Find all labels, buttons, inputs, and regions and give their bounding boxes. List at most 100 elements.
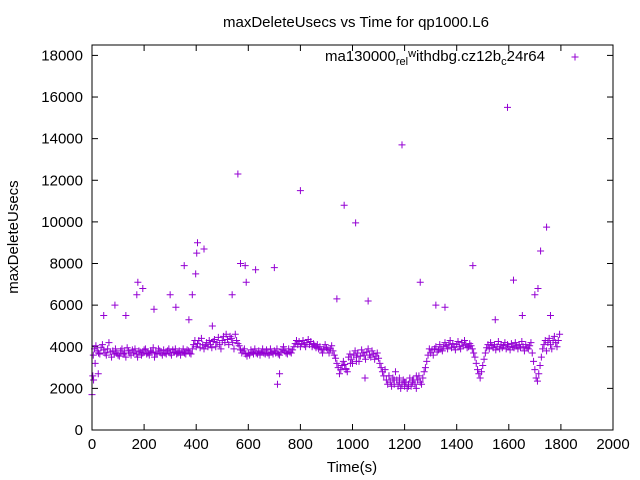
data-point xyxy=(240,345,248,353)
data-point xyxy=(273,380,281,388)
legend: ma130000relwithdbg.cz12bc24r64 xyxy=(325,48,579,68)
data-point xyxy=(438,347,446,355)
data-point xyxy=(134,278,142,286)
data-point xyxy=(368,347,376,355)
y-tick-label: 4000 xyxy=(50,339,83,356)
data-point xyxy=(391,368,399,376)
data-point xyxy=(554,337,562,345)
legend-label-base: ma130000 xyxy=(325,48,396,65)
data-point xyxy=(454,338,462,346)
data-point xyxy=(474,366,482,374)
data-point xyxy=(556,330,564,338)
data-point xyxy=(212,343,220,351)
data-point xyxy=(441,303,449,311)
y-tick-label: 6000 xyxy=(50,297,83,314)
data-point xyxy=(536,361,544,369)
data-point xyxy=(335,370,343,378)
data-point xyxy=(408,376,416,384)
data-point xyxy=(429,351,437,359)
data-point xyxy=(165,345,173,353)
y-tick-label: 8000 xyxy=(50,256,83,273)
data-point xyxy=(241,262,249,270)
data-point xyxy=(518,338,526,346)
data-point xyxy=(463,344,471,352)
data-point xyxy=(539,345,547,353)
data-point xyxy=(386,378,394,386)
data-point xyxy=(522,341,530,349)
data-point xyxy=(139,284,147,292)
data-point xyxy=(177,351,185,359)
data-point xyxy=(172,303,180,311)
data-point xyxy=(205,337,213,345)
data-point xyxy=(532,374,540,382)
data-point xyxy=(509,276,517,284)
data-point xyxy=(377,364,385,372)
data-point xyxy=(546,341,554,349)
data-point xyxy=(299,337,307,345)
data-point xyxy=(162,350,170,358)
data-point xyxy=(111,345,119,353)
data-point xyxy=(412,384,420,392)
data-point xyxy=(256,351,264,359)
data-point xyxy=(491,316,499,324)
data-point xyxy=(527,339,535,347)
x-tick-label: 1400 xyxy=(440,436,473,453)
data-point xyxy=(468,345,476,353)
data-point xyxy=(252,266,260,274)
data-point xyxy=(96,350,104,358)
data-point xyxy=(194,340,202,348)
data-point xyxy=(270,264,278,272)
data-point xyxy=(480,355,488,363)
data-point xyxy=(285,345,293,353)
data-point xyxy=(528,349,536,357)
data-point xyxy=(115,352,123,360)
data-point xyxy=(477,368,485,376)
x-tick-label: 0 xyxy=(88,436,96,453)
y-tick-label: 2000 xyxy=(50,380,83,397)
data-point xyxy=(180,262,188,270)
data-point xyxy=(105,339,113,347)
plot-frame xyxy=(91,44,614,431)
data-point xyxy=(230,345,238,353)
data-point xyxy=(216,341,224,349)
data-point xyxy=(325,349,333,357)
data-point xyxy=(534,284,542,292)
data-point xyxy=(411,380,419,388)
data-point xyxy=(518,312,526,320)
data-point xyxy=(362,355,370,363)
y-tick-label: 18000 xyxy=(41,47,83,64)
data-point xyxy=(100,312,108,320)
data-point xyxy=(405,382,413,390)
data-point xyxy=(537,247,545,255)
data-point xyxy=(328,342,336,350)
data-point xyxy=(553,343,561,351)
x-axis-label: Time(s) xyxy=(327,459,377,476)
data-point xyxy=(507,340,515,348)
data-point xyxy=(123,344,131,352)
data-point xyxy=(91,359,99,367)
data-point xyxy=(375,354,383,362)
data-point xyxy=(134,353,142,361)
x-tick-label: 400 xyxy=(184,436,209,453)
data-point xyxy=(222,330,230,338)
y-tick-label: 12000 xyxy=(41,172,83,189)
data-point xyxy=(233,337,241,345)
data-point xyxy=(171,345,179,353)
data-point xyxy=(296,187,304,195)
data-point xyxy=(419,374,427,382)
data-point xyxy=(436,341,444,349)
data-point xyxy=(530,357,538,365)
data-point xyxy=(89,351,97,359)
data-point xyxy=(418,380,426,388)
data-point xyxy=(185,316,193,324)
data-point xyxy=(340,201,348,209)
data-point xyxy=(263,346,271,354)
data-point xyxy=(503,103,511,111)
data-point xyxy=(236,260,244,268)
data-point xyxy=(339,357,347,365)
data-point xyxy=(302,343,310,351)
x-tick-label: 1200 xyxy=(388,436,421,453)
data-point xyxy=(197,334,205,342)
data-point xyxy=(550,332,558,340)
data-point xyxy=(287,349,295,357)
